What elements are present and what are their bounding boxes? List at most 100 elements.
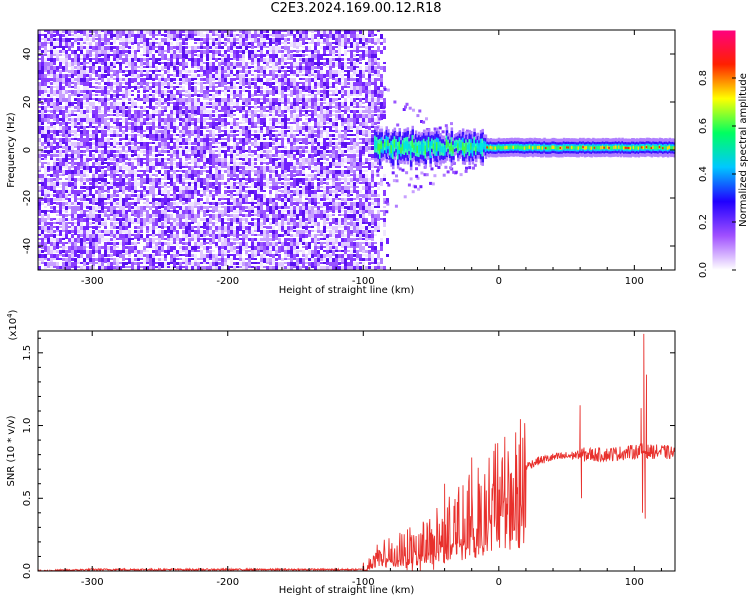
heatmap-cell [89, 58, 92, 62]
heatmap-cell [215, 166, 218, 170]
heatmap-cell [197, 94, 200, 97]
heatmap-cell [143, 158, 146, 160]
heatmap-cell [296, 54, 299, 57]
heatmap-cell [38, 34, 41, 38]
heatmap-cell [86, 210, 89, 212]
heatmap-cell [284, 114, 287, 119]
heatmap-cell [311, 178, 314, 181]
heatmap-cell [329, 162, 332, 167]
heatmap-cell [152, 30, 155, 34]
heatmap-cell [236, 78, 239, 80]
heatmap-cell [227, 114, 230, 117]
heatmap-cell [80, 210, 83, 215]
heatmap-cell [101, 162, 104, 165]
heatmap-cell [329, 190, 332, 195]
heatmap-cell [101, 154, 104, 159]
heatmap-cell [275, 202, 278, 207]
heatmap-cell [68, 142, 71, 148]
heatmap-cell [71, 110, 74, 114]
heatmap-cell [275, 178, 278, 183]
heatmap-cell [83, 102, 86, 105]
heatmap-cell [302, 194, 305, 196]
heatmap-cell [335, 126, 338, 130]
heatmap-cell [215, 134, 218, 136]
heatmap-cell [188, 210, 191, 214]
heatmap-cell [251, 66, 254, 68]
heatmap-cell [338, 150, 341, 153]
heatmap-cell [290, 70, 293, 76]
heatmap-cell [314, 82, 317, 86]
heatmap-cell [197, 190, 200, 194]
heatmap-cell [188, 70, 191, 73]
heatmap-cell [113, 30, 116, 34]
heatmap-cell [131, 202, 134, 205]
heatmap-cell [323, 146, 326, 152]
heatmap-cell [302, 178, 305, 183]
heatmap-cell [368, 50, 371, 56]
heatmap-cell [83, 146, 86, 148]
heatmap-cell [353, 86, 356, 91]
heatmap-cell [176, 126, 179, 130]
heatmap-cell [212, 58, 215, 60]
heatmap-cell [53, 126, 56, 132]
heatmap-cell [359, 174, 362, 179]
heatmap-cell [92, 198, 95, 202]
heatmap-cell [182, 98, 185, 104]
heatmap-cell [320, 94, 323, 97]
heatmap-cell [287, 82, 290, 86]
heatmap-cell [296, 66, 299, 71]
heatmap-cell [374, 42, 377, 45]
heatmap-cell [191, 62, 194, 68]
heatmap-cell [215, 70, 218, 74]
heatmap-cell [203, 54, 206, 57]
heatmap-cell [341, 34, 344, 40]
heatmap-cell [269, 110, 272, 113]
heatmap-cell [122, 210, 125, 216]
heatmap-cell [128, 34, 131, 38]
heatmap-cell [71, 46, 74, 48]
heatmap-cell [83, 54, 86, 58]
heatmap-cell [263, 182, 266, 187]
heatmap-cell [242, 42, 245, 48]
heatmap-cell [131, 34, 134, 37]
heatmap-cell [284, 118, 287, 124]
heatmap-cell [257, 182, 260, 188]
heatmap-cell [374, 58, 377, 64]
heatmap-cell [68, 146, 71, 150]
heatmap-cell [101, 178, 104, 182]
heatmap-cell [287, 106, 290, 111]
heatmap-cell [242, 54, 245, 58]
heatmap-cell [212, 130, 215, 136]
heatmap-cell [164, 202, 167, 205]
heatmap-cell [206, 194, 209, 200]
heatmap-cell [170, 30, 173, 35]
heatmap-cell [98, 126, 101, 128]
heatmap-cell [98, 190, 101, 194]
heatmap-cell [299, 34, 302, 40]
heatmap-cell [41, 82, 44, 88]
heatmap-cell [161, 102, 164, 105]
heatmap-cell [251, 186, 254, 188]
heatmap-cell [347, 162, 350, 164]
heatmap-cell [122, 114, 125, 117]
heatmap-cell [44, 94, 47, 96]
heatmap-cell [242, 70, 245, 73]
heatmap-cell [209, 78, 212, 82]
heatmap-cell [233, 134, 236, 140]
heatmap-cell [95, 142, 98, 147]
heatmap-cell [65, 194, 68, 198]
heatmap-cell [332, 118, 335, 123]
heatmap-cell [215, 146, 218, 148]
heatmap-cell [212, 154, 215, 159]
heatmap-cell [242, 90, 245, 92]
heatmap-cell [227, 102, 230, 108]
heatmap-cell [107, 214, 110, 218]
heatmap-cell [365, 122, 368, 128]
heatmap-cell [92, 38, 95, 42]
heatmap-cell [227, 142, 230, 148]
heatmap-cell [62, 130, 65, 134]
heatmap-cell [209, 214, 212, 218]
heatmap-cell [56, 198, 59, 201]
heatmap-cell [227, 130, 230, 136]
heatmap-cell [227, 166, 230, 171]
